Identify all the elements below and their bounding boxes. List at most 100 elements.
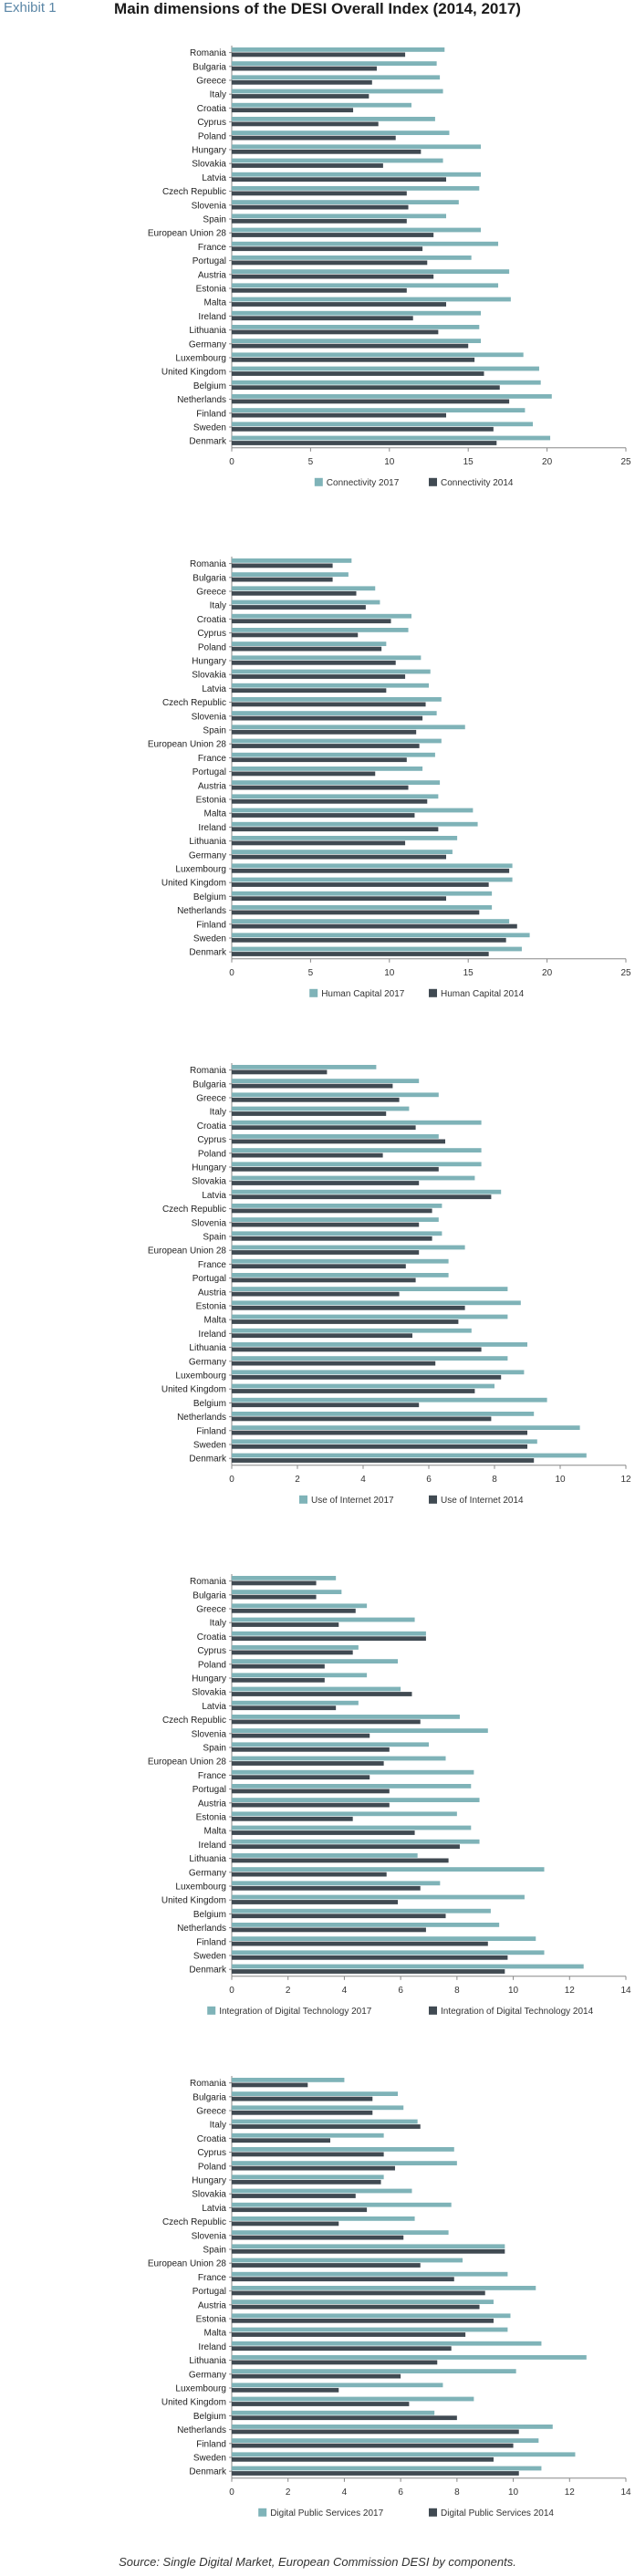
- bar-human-capital-2017-portugal: [232, 767, 423, 771]
- category-label-denmark: Denmark: [189, 1455, 227, 1465]
- category-label-sweden: Sweden: [193, 2454, 226, 2464]
- bar-integration-of-digital-technology-2017-denmark: [232, 1964, 584, 1969]
- x-tick-label: 2: [286, 1986, 291, 1996]
- category-label-czech-republic: Czech Republic: [162, 187, 226, 197]
- bar-digital-public-services-2017-portugal: [232, 2286, 536, 2290]
- bar-integration-of-digital-technology-2014-finland: [232, 1941, 488, 1946]
- x-tick-label: 5: [308, 457, 314, 467]
- bar-use-of-internet-2014-portugal: [232, 1278, 416, 1283]
- bar-human-capital-2014-ireland: [232, 827, 439, 832]
- bar-digital-public-services-2017-sweden: [232, 2452, 576, 2457]
- bar-digital-public-services-2014-hungary: [232, 2179, 381, 2185]
- bar-connectivity-2017-denmark: [232, 435, 551, 441]
- bar-integration-of-digital-technology-2017-france: [232, 1769, 474, 1775]
- bar-use-of-internet-2014-ireland: [232, 1333, 412, 1339]
- category-label-slovakia: Slovakia: [192, 1177, 226, 1187]
- bar-human-capital-2017-greece: [232, 586, 376, 591]
- category-label-slovakia: Slovakia: [192, 1688, 226, 1698]
- category-label-latvia: Latvia: [202, 1702, 226, 1712]
- bar-digital-public-services-2014-cyprus: [232, 2152, 384, 2157]
- bar-use-of-internet-2014-european-union-28: [232, 1250, 420, 1255]
- bar-digital-public-services-2017-european-union-28: [232, 2258, 463, 2263]
- bar-use-of-internet-2014-austria: [232, 1291, 400, 1297]
- category-label-greece: Greece: [196, 588, 226, 598]
- category-label-netherlands: Netherlands: [177, 1413, 226, 1423]
- legend-swatch-digital-public-services-2014: [429, 2508, 437, 2517]
- category-label-bulgaria: Bulgaria: [193, 2092, 226, 2102]
- bar-connectivity-2014-estonia: [232, 287, 407, 293]
- bar-integration-of-digital-technology-2017-poland: [232, 1659, 399, 1663]
- category-label-spain: Spain: [203, 726, 226, 736]
- bar-integration-of-digital-technology-2017-germany: [232, 1867, 545, 1872]
- category-label-ireland: Ireland: [198, 823, 226, 833]
- bar-connectivity-2017-estonia: [232, 283, 499, 288]
- bar-digital-public-services-2014-croatia: [232, 2138, 330, 2143]
- bar-digital-public-services-2014-germany: [232, 2373, 401, 2379]
- bar-integration-of-digital-technology-2014-bulgaria: [232, 1594, 317, 1600]
- bar-connectivity-2014-croatia: [232, 108, 354, 113]
- legend-label-connectivity-2017: Connectivity 2017: [327, 478, 400, 488]
- category-label-belgium: Belgium: [193, 381, 226, 391]
- bar-integration-of-digital-technology-2014-european-union-28: [232, 1761, 384, 1766]
- bar-connectivity-2014-poland: [232, 135, 396, 141]
- bar-integration-of-digital-technology-2017-italy: [232, 1617, 415, 1622]
- category-label-bulgaria: Bulgaria: [193, 1590, 226, 1601]
- bar-human-capital-2014-cyprus: [232, 632, 359, 638]
- bar-human-capital-2017-finland: [232, 919, 510, 923]
- bar-use-of-internet-2014-greece: [232, 1097, 400, 1102]
- category-label-malta: Malta: [204, 1316, 227, 1326]
- bar-human-capital-2017-european-union-28: [232, 738, 442, 744]
- bar-connectivity-2017-malta: [232, 297, 511, 302]
- bar-digital-public-services-2017-croatia: [232, 2133, 384, 2138]
- bar-use-of-internet-2017-romania: [232, 1065, 377, 1069]
- bar-connectivity-2017-netherlands: [232, 394, 552, 399]
- x-tick-label: 10: [508, 1986, 519, 1996]
- category-label-czech-republic: Czech Republic: [162, 698, 226, 708]
- category-label-ireland: Ireland: [198, 2342, 226, 2352]
- category-label-belgium: Belgium: [193, 2412, 226, 2422]
- bar-integration-of-digital-technology-2014-estonia: [232, 1816, 353, 1821]
- bar-connectivity-2017-luxembourg: [232, 352, 524, 358]
- bar-integration-of-digital-technology-2017-cyprus: [232, 1645, 359, 1650]
- bar-connectivity-2017-belgium: [232, 380, 541, 385]
- x-tick-label: 0: [229, 457, 234, 467]
- category-label-sweden: Sweden: [193, 934, 226, 944]
- bar-integration-of-digital-technology-2017-sweden: [232, 1950, 545, 1955]
- bar-connectivity-2017-sweden: [232, 422, 534, 427]
- bar-use-of-internet-2014-united-kingdom: [232, 1389, 475, 1393]
- legend-label-integration-of-digital-technology-2017: Integration of Digital Technology 2017: [219, 2007, 372, 2017]
- legend-label-use-of-internet-2014: Use of Internet 2014: [441, 1496, 524, 1506]
- x-tick-label: 20: [542, 457, 553, 467]
- bar-connectivity-2017-hungary: [232, 144, 482, 150]
- bar-connectivity-2014-netherlands: [232, 399, 510, 404]
- category-label-hungary: Hungary: [192, 1163, 226, 1173]
- category-label-lithuania: Lithuania: [189, 2356, 226, 2366]
- bar-digital-public-services-2014-spain: [232, 2248, 505, 2254]
- bar-human-capital-2017-sweden: [232, 933, 530, 938]
- bar-integration-of-digital-technology-2017-hungary: [232, 1673, 368, 1678]
- bar-integration-of-digital-technology-2014-austria: [232, 1802, 390, 1808]
- bar-digital-public-services-2014-bulgaria: [232, 2096, 373, 2101]
- category-label-spain: Spain: [203, 1744, 226, 1754]
- bar-human-capital-2017-slovakia: [232, 669, 431, 674]
- bar-connectivity-2017-portugal: [232, 256, 472, 260]
- category-label-croatia: Croatia: [197, 615, 227, 625]
- category-label-netherlands: Netherlands: [177, 906, 226, 916]
- legend-swatch-integration-of-digital-technology-2014: [429, 2006, 437, 2015]
- bar-use-of-internet-2014-slovenia: [232, 1222, 420, 1227]
- bar-integration-of-digital-technology-2014-denmark: [232, 1969, 505, 1974]
- category-label-germany: Germany: [189, 339, 226, 349]
- category-label-france: France: [198, 1771, 227, 1781]
- category-label-greece: Greece: [196, 77, 226, 87]
- x-tick-label: 15: [463, 457, 474, 467]
- bar-human-capital-2014-finland: [232, 923, 517, 929]
- bar-use-of-internet-2017-cyprus: [232, 1134, 439, 1139]
- category-label-cyprus: Cyprus: [197, 118, 226, 128]
- bar-connectivity-2014-france: [232, 246, 423, 252]
- category-label-austria: Austria: [198, 2300, 227, 2310]
- bar-digital-public-services-2017-cyprus: [232, 2147, 454, 2152]
- bar-integration-of-digital-technology-2017-estonia: [232, 1811, 457, 1817]
- bar-connectivity-2017-finland: [232, 408, 526, 412]
- category-label-cyprus: Cyprus: [197, 629, 226, 639]
- bar-digital-public-services-2014-lithuania: [232, 2360, 438, 2365]
